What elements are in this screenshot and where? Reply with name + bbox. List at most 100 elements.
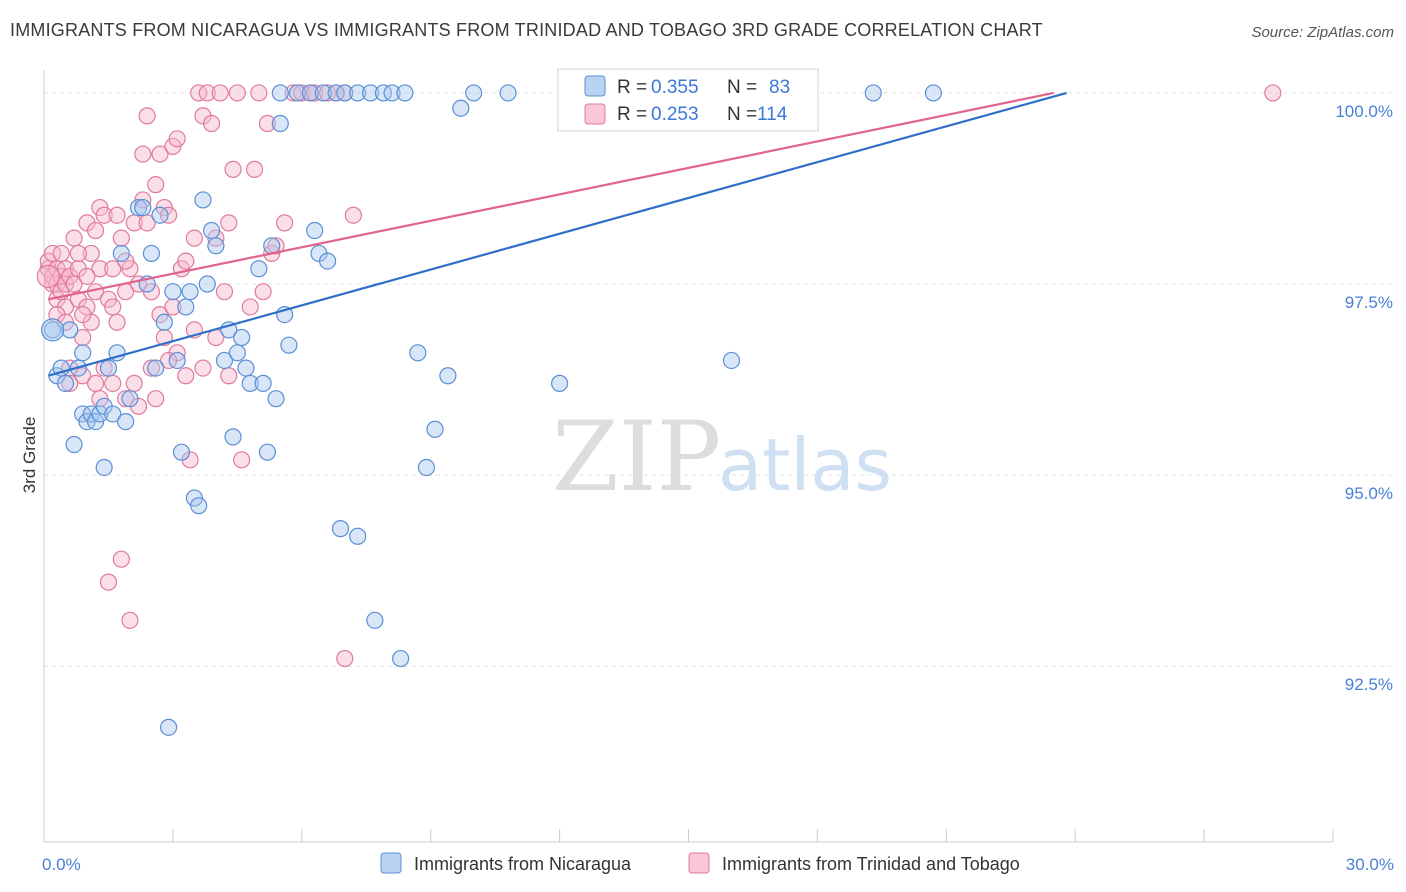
x-tick-label-min: 0.0% <box>42 855 81 874</box>
point-trinidad <box>211 84 229 102</box>
point-nicaragua <box>318 252 337 270</box>
point-trinidad <box>99 573 118 591</box>
y-axis-label: 3rd Grade <box>20 417 39 494</box>
grid-lines <box>44 92 1391 667</box>
point-trinidad <box>220 367 238 385</box>
point-nicaragua <box>134 198 152 217</box>
point-nicaragua <box>104 405 122 423</box>
y-tick-labels: 92.5% 95.0% 97.5% 100.0% <box>1335 102 1393 694</box>
point-trinidad <box>177 252 195 270</box>
point-trinidad <box>276 214 294 232</box>
point-nicaragua <box>383 84 401 102</box>
point-nicaragua <box>172 443 191 461</box>
point-nicaragua <box>56 374 75 392</box>
watermark-zip: ZIP <box>552 401 721 513</box>
y-tick-label: 95.0% <box>1345 484 1393 503</box>
point-nicaragua <box>207 237 225 255</box>
point-trinidad <box>82 244 100 263</box>
point-trinidad <box>258 114 277 133</box>
point-nicaragua <box>99 359 118 377</box>
point-trinidad <box>233 451 251 469</box>
bottom-legend-swatch-pink <box>688 852 710 874</box>
point-nicaragua <box>349 527 367 545</box>
point-nicaragua <box>117 413 135 431</box>
point-nicaragua <box>190 497 208 515</box>
point-trinidad <box>104 298 122 316</box>
point-trinidad <box>228 84 246 102</box>
point-nicaragua <box>233 328 251 347</box>
point-nicaragua <box>280 336 298 354</box>
watermark-atlas: atlas <box>718 423 892 507</box>
point-nicaragua <box>288 84 307 102</box>
point-nicaragua <box>224 428 242 446</box>
point-nicaragua <box>349 84 367 102</box>
point-trinidad <box>250 84 268 102</box>
point-trinidad <box>267 237 285 255</box>
point-trinidad <box>134 145 152 163</box>
point-nicaragua <box>142 244 161 263</box>
point-nicaragua <box>439 367 457 385</box>
point-nicaragua <box>198 275 216 293</box>
point-trinidad <box>138 107 156 125</box>
bottom-legend-label-pink: Immigrants from Trinidad and Tobago <box>722 854 1020 874</box>
legend-n-label-pink: N = <box>727 104 757 125</box>
point-nicaragua <box>452 99 470 117</box>
point-trinidad <box>91 260 109 278</box>
point-nicaragua-large <box>40 318 65 342</box>
y-tick-label: 100.0% <box>1335 102 1393 121</box>
point-trinidad <box>151 145 169 163</box>
point-nicaragua <box>314 84 332 102</box>
point-trinidad <box>336 649 354 668</box>
point-nicaragua <box>499 84 517 102</box>
point-trinidad <box>78 267 96 285</box>
point-trinidad <box>104 374 122 392</box>
legend-swatch-blue <box>584 75 606 97</box>
point-trinidad <box>241 298 259 316</box>
legend-swatch-pink <box>584 103 606 125</box>
point-trinidad <box>52 244 70 263</box>
point-trinidad <box>198 84 216 102</box>
point-nicaragua <box>366 611 384 629</box>
point-trinidad <box>74 305 92 324</box>
point-trinidad <box>86 374 105 392</box>
point-nicaragua <box>722 351 741 370</box>
point-nicaragua <box>254 374 272 392</box>
point-nicaragua <box>267 390 285 408</box>
point-trinidad <box>61 374 79 392</box>
point-nicaragua <box>465 84 483 102</box>
point-nicaragua <box>409 344 427 362</box>
point-trinidad <box>254 283 272 301</box>
point-trinidad <box>185 229 203 247</box>
series-nicaragua-points <box>40 84 943 736</box>
legend-n-value-pink: 114 <box>757 104 788 125</box>
point-trinidad <box>164 298 182 316</box>
point-trinidad <box>142 359 161 377</box>
point-nicaragua <box>301 84 319 102</box>
point-nicaragua <box>194 191 212 209</box>
point-trinidad <box>224 160 242 178</box>
point-trinidad <box>215 283 234 301</box>
legend-n-label-blue: N = <box>727 77 757 98</box>
point-trinidad <box>65 229 83 247</box>
point-nicaragua <box>228 344 246 362</box>
point-nicaragua <box>168 351 186 370</box>
legend-r-value-pink: 0.253 <box>651 104 699 125</box>
legend-n-value-blue: 83 <box>769 77 790 98</box>
point-trinidad <box>194 359 212 377</box>
bottom-legend-label-blue: Immigrants from Nicaragua <box>414 854 632 874</box>
point-nicaragua <box>258 443 277 461</box>
bottom-legend-swatch-blue <box>380 852 402 874</box>
point-nicaragua <box>271 84 289 102</box>
point-trinidad-large <box>36 264 60 288</box>
point-nicaragua <box>112 244 130 263</box>
point-trinidad <box>108 206 126 224</box>
legend-r-value-blue: 0.355 <box>651 77 699 98</box>
point-trinidad <box>147 390 165 408</box>
point-trinidad <box>108 313 126 331</box>
trend-line-trinidad <box>48 91 1054 301</box>
legend-box: R = 0.355 N = 83 R = 0.253 N = 114 <box>557 68 819 132</box>
point-trinidad <box>69 244 87 263</box>
series-trinidad-points <box>36 84 1282 668</box>
point-nicaragua <box>129 198 148 217</box>
chart-title: IMMIGRANTS FROM NICARAGUA VS IMMIGRANTS … <box>10 20 1043 40</box>
